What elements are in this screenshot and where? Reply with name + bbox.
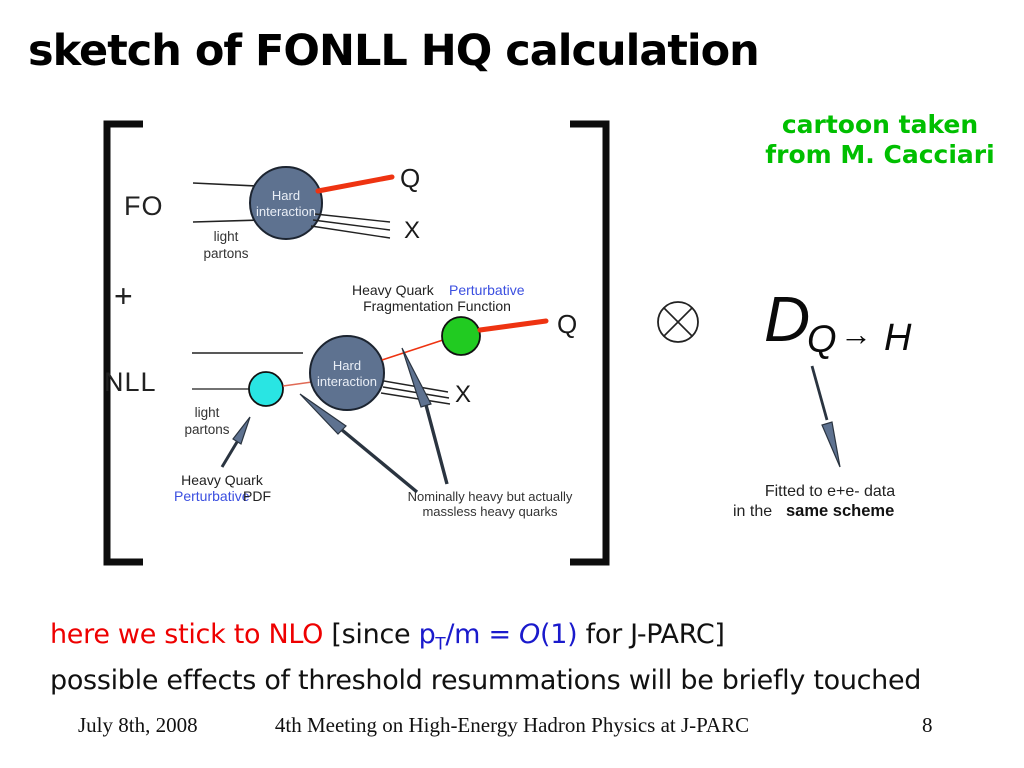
fo-hard-interaction-blob bbox=[249, 166, 323, 240]
fo-label: FO bbox=[124, 191, 164, 221]
nll-light-partons-2: partons bbox=[184, 422, 229, 437]
arrow-to-fitted-note bbox=[810, 365, 841, 468]
notes-black-segment-1: [since bbox=[323, 619, 419, 650]
credit-note: cartoon taken from M. Cacciari bbox=[740, 110, 1020, 170]
heavy-quark-internal-line bbox=[282, 381, 313, 387]
nll-x-label: X bbox=[455, 381, 471, 408]
pdf-label-blue: Perturbative bbox=[174, 488, 250, 504]
fitted-note-line1: Fitted to e+e- data bbox=[765, 483, 895, 500]
formula-sub-H: H bbox=[884, 317, 912, 359]
fo-x-line-1 bbox=[314, 213, 391, 223]
plus-sign: + bbox=[114, 278, 133, 314]
fitted-note-line2-normal: in the bbox=[733, 503, 772, 520]
nll-hard-label-1: Hard bbox=[333, 358, 361, 373]
fo-x-line-3 bbox=[310, 225, 391, 239]
bottom-notes: here we stick to NLO [since pT/m = O(1) … bbox=[50, 616, 1000, 700]
formula-arrow: → bbox=[840, 316, 872, 352]
nll-hard-interaction-blob bbox=[309, 335, 385, 411]
pdf-blob bbox=[248, 371, 284, 407]
otimes-icon bbox=[657, 301, 699, 343]
fo-light-partons-1: light bbox=[214, 229, 239, 244]
credit-line-2: from M. Cacciari bbox=[765, 140, 995, 169]
formula-sub-Q: Q bbox=[807, 319, 837, 361]
fo-x-label: X bbox=[404, 217, 420, 244]
nll-heavy-quark-line bbox=[477, 318, 549, 333]
frag-fn-label-blue: Perturbative bbox=[449, 282, 525, 298]
fo-incoming-line-top bbox=[192, 182, 257, 187]
slide-title: sketch of FONLL HQ calculation bbox=[28, 26, 760, 76]
nominally-label-line1: Nominally heavy but actually bbox=[408, 489, 573, 504]
credit-line-1: cartoon taken bbox=[781, 110, 979, 139]
arrow-to-pdf-blob bbox=[220, 416, 251, 468]
arrow-to-frag-line bbox=[401, 347, 449, 485]
fo-x-line-2 bbox=[312, 219, 391, 231]
footer-date: July 8th, 2008 bbox=[78, 713, 198, 737]
slide-footer: July 8th, 2008 4th Meeting on High-Energ… bbox=[0, 710, 1024, 750]
fragmentation-formula: D Q → H bbox=[764, 283, 912, 361]
nll-label: NLL bbox=[104, 367, 157, 397]
fo-light-partons-2: partons bbox=[203, 246, 248, 261]
fo-incoming-line-bottom bbox=[192, 219, 263, 223]
notes-blue-bigO: O bbox=[519, 619, 540, 650]
frag-fn-label-black: Heavy Quark bbox=[352, 282, 435, 298]
fitted-note-line2-bold: same scheme bbox=[786, 502, 894, 520]
fo-hard-label-2: interaction bbox=[256, 204, 316, 219]
frag-fn-blob bbox=[441, 316, 481, 356]
notes-blue-segment: pT/m = O(1) bbox=[418, 619, 578, 654]
right-bracket bbox=[570, 120, 610, 566]
notes-blue-mid: /m = bbox=[445, 619, 520, 650]
pdf-label-line1: Heavy Quark bbox=[181, 472, 264, 488]
notes-red-segment: here we stick to NLO bbox=[50, 619, 324, 650]
fo-q-label: Q bbox=[400, 163, 420, 193]
pdf-label-black2: PDF bbox=[243, 488, 271, 504]
fo-heavy-quark-line bbox=[315, 174, 395, 194]
notes-blue-paren: (1) bbox=[540, 619, 578, 650]
nll-q-label: Q bbox=[557, 309, 577, 339]
formula-D: D bbox=[764, 283, 810, 355]
frag-fn-label-line2: Fragmentation Function bbox=[363, 298, 511, 314]
notes-black-segment-2: for J-PARC] bbox=[577, 619, 725, 650]
left-bracket bbox=[103, 120, 143, 566]
footer-page-number: 8 bbox=[922, 713, 933, 737]
footer-conference: 4th Meeting on High-Energy Hadron Physic… bbox=[274, 713, 750, 737]
nll-hard-label-2: interaction bbox=[317, 374, 377, 389]
arrow-to-internal-line bbox=[299, 393, 419, 494]
nll-light-partons-1: light bbox=[195, 405, 220, 420]
nll-x-line-3 bbox=[380, 392, 451, 405]
frag-line-thin bbox=[381, 339, 444, 361]
nominally-label-line2: massless heavy quarks bbox=[422, 504, 558, 519]
notes-blue-p: p bbox=[418, 619, 436, 650]
notes-line-2: possible effects of threshold resummatio… bbox=[50, 665, 922, 697]
notes-blue-subscript: T bbox=[435, 633, 446, 654]
fo-hard-label-1: Hard bbox=[272, 188, 300, 203]
notes-line-1: here we stick to NLO [since pT/m = O(1) … bbox=[50, 616, 1000, 662]
